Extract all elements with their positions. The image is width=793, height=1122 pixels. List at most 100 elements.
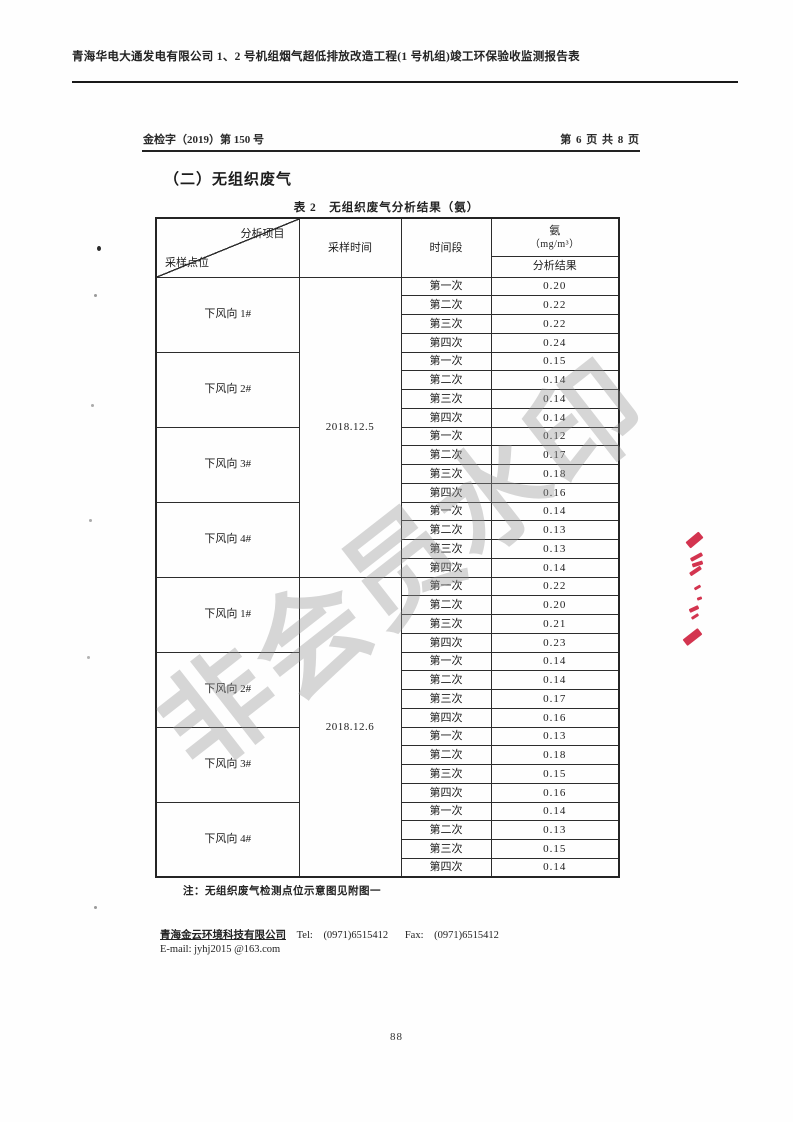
value-cell: 0.22 [490,295,620,315]
period-cell: 第三次 [400,314,492,334]
period-cell: 第三次 [400,689,492,709]
table-row: 第三次 0.18 [156,464,620,484]
header-divider [142,150,640,152]
report-title: 青海华电大通发电有限公司 1、2 号机组烟气超低排放改造工程(1 号机组)竣工环… [72,51,580,63]
period-cell: 第一次 [400,276,492,297]
value-cell: 0.14 [490,670,620,690]
value-cell: 0.20 [490,276,620,297]
value-cell: 0.14 [490,389,620,409]
footer-email-line: E-mail: jyhj2015 @163.com [160,944,280,955]
table-row: 第三次 0.21 [156,614,620,634]
period-cell: 第三次 [400,614,492,634]
document-number: 金检字（2019）第 150 号 [143,134,264,146]
ammonia-label: 氨 [549,224,561,237]
value-cell: 0.15 [490,839,620,859]
period-cell: 第二次 [400,595,492,615]
column-header-time-period: 时间段 [400,217,492,278]
period-cell: 第一次 [400,726,492,747]
value-cell: 0.14 [490,501,620,522]
seal-stroke [688,605,700,613]
location-cell: 下风向 3# [155,426,300,503]
value-cell: 0.22 [490,314,620,334]
table-row: 第二次 0.13 [156,520,620,540]
period-cell: 第二次 [400,820,492,840]
period-cell: 第一次 [400,501,492,522]
value-cell: 0.17 [490,689,620,709]
period-cell: 第二次 [400,745,492,765]
period-cell: 第四次 [400,632,492,653]
seal-stroke [696,596,703,601]
date-cell: 2018.12.6 [298,576,402,878]
value-cell: 0.13 [490,539,620,559]
corner-header-cell: 分析项目 采样点位 [155,217,300,278]
period-cell: 第四次 [400,782,492,803]
scan-speck [94,294,97,297]
value-cell: 0.16 [490,482,620,503]
footer-tel-value: (0971)6515412 [323,930,389,941]
table-row: 第二次 0.22 [156,295,620,315]
scan-speck [91,404,94,407]
table-row: 下风向 4# 第一次 0.14 [155,501,620,578]
table-row: 第四次 0.23 [156,632,620,653]
period-cell: 第三次 [400,839,492,859]
corner-label-analysis-item: 分析项目 [240,228,285,240]
period-cell: 第三次 [400,389,492,409]
period-cell: 第四次 [400,407,492,428]
period-cell: 第三次 [400,539,492,559]
period-cell: 第一次 [400,801,492,822]
scan-speck [94,906,97,909]
period-cell: 第一次 [400,426,492,447]
value-cell: 0.17 [490,445,620,465]
value-cell: 0.13 [490,520,620,540]
footer-fax-value: (0971)6515412 [434,930,499,941]
value-cell: 0.22 [490,576,620,597]
column-header-analysis-result: 分析结果 [490,255,620,278]
scan-speck [87,656,90,659]
value-cell: 0.15 [490,764,620,784]
value-cell: 0.16 [490,707,620,728]
section-heading: （二）无组织废气 [164,172,293,188]
date-cell: 2018.12.5 [298,276,402,578]
period-cell: 第四次 [400,482,492,503]
results-table-body: 下风向 1# 2018.12.5 第一次 0.20 第二次 0.22 第三次 0.22 第四次 0… [155,276,620,878]
period-cell: 第一次 [400,576,492,597]
period-cell: 第四次 [400,557,492,578]
value-cell: 0.23 [490,632,620,653]
footer-email-value: jyhj2015 @163.com [194,944,281,955]
value-cell: 0.15 [490,351,620,372]
scan-speck [89,519,92,522]
table-row: 第三次 0.14 [156,389,620,409]
corner-label-sampling-point: 采样点位 [165,257,209,270]
seal-stroke [690,613,700,620]
value-cell: 0.24 [490,332,620,353]
location-cell: 下风向 2# [155,351,300,428]
seal-stroke [688,565,703,577]
value-cell: 0.14 [490,557,620,578]
value-cell: 0.12 [490,426,620,447]
value-cell: 0.13 [490,820,620,840]
period-cell: 第一次 [400,651,492,672]
table-caption: 表 2 无组织废气分析结果（氨） [293,202,480,214]
value-cell: 0.18 [490,464,620,484]
table-row: 第四次 0.14 [156,557,620,578]
page-indicator: 第 6 页 共 8 页 [560,134,640,146]
table-row: 下风向 3# 第一次 0.12 [155,426,620,503]
seal-stroke [682,627,703,647]
period-cell: 第二次 [400,670,492,690]
footer-fax-label: Fax: [404,930,424,941]
table-row: 第二次 0.17 [156,445,620,465]
period-cell: 第三次 [400,764,492,784]
seal-stroke [693,584,702,591]
table-row: 第四次 0.14 [156,857,620,878]
column-header-ammonia: 氨 （mg/m³） [490,217,620,257]
table-row: 下风向 2# 第一次 0.14 [155,651,620,728]
table-row: 下风向 1# 2018.12.6 第一次 0.22 [155,576,620,878]
table-row: 下风向 1# 2018.12.5 第一次 0.20 [155,276,620,578]
location-cell: 下风向 1# [155,576,300,653]
table-note: 注：无组织废气检测点位示意图见附图一 [183,886,381,897]
period-cell: 第三次 [400,464,492,484]
column-header-sampling-time: 采样时间 [298,217,402,278]
period-cell: 第一次 [400,351,492,372]
results-table-head: 分析项目 采样点位 采样时间 时间段 氨 （mg/m³） 分析结果 [155,217,620,278]
value-cell: 0.21 [490,614,620,634]
